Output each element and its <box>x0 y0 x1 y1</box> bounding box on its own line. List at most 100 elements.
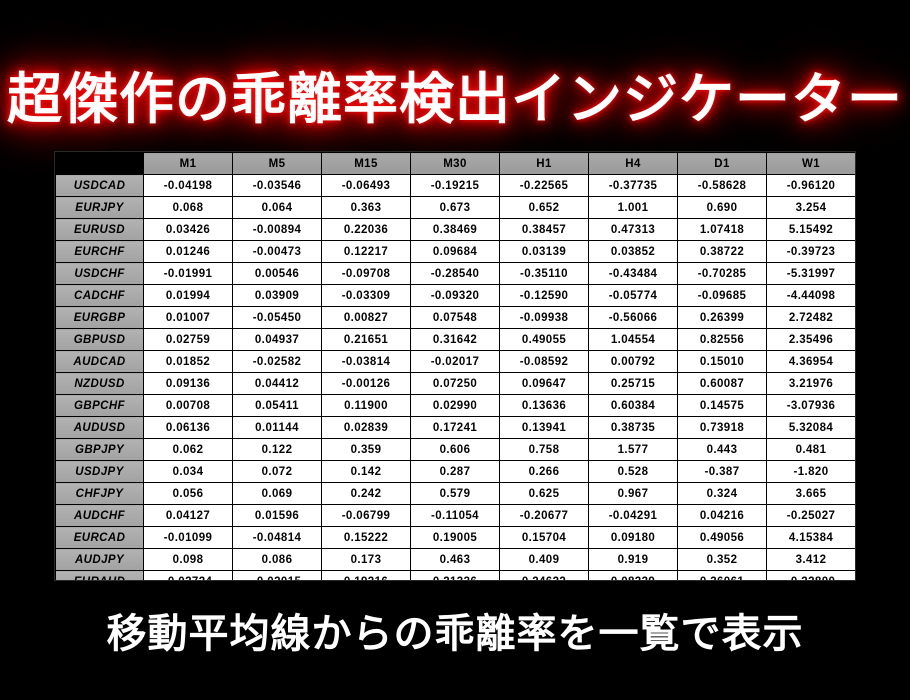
cell-value: 0.266 <box>499 460 589 483</box>
table-corner-cell <box>55 152 144 175</box>
row-header-eurusd[interactable]: EURUSD <box>55 218 144 241</box>
cell-value: 1.07418 <box>677 218 767 241</box>
cell-value: 0.069 <box>232 482 322 505</box>
cell-value: 0.463 <box>410 548 500 571</box>
cell-value: 0.17241 <box>410 416 500 439</box>
cell-value: 0.352 <box>677 548 767 571</box>
cell-value: 0.579 <box>410 482 500 505</box>
cell-value: -0.03546 <box>232 174 322 197</box>
row-header-eurjpy[interactable]: EURJPY <box>55 196 144 219</box>
cell-value: 0.03426 <box>143 218 233 241</box>
row-header-gbpjpy[interactable]: GBPJPY <box>55 438 144 461</box>
cell-value: 0.22036 <box>321 218 411 241</box>
table-row: AUDUSD 0.06136 0.01144 0.02839 0.17241 0.1394… <box>55 416 855 439</box>
table-row: USDCHF -0.01991 0.00546 -0.09708 -0.28540 -0.… <box>55 262 855 285</box>
row-header-eurcad[interactable]: EURCAD <box>55 526 144 549</box>
cell-value: 0.49055 <box>499 328 589 351</box>
cell-value: -0.09708 <box>321 262 411 285</box>
cell-value: -0.09938 <box>499 306 589 329</box>
cell-value: 0.38735 <box>588 416 678 439</box>
table-row: CHFJPY 0.056 0.069 0.242 0.579 0.625 0.967 0.32… <box>55 482 855 505</box>
cell-value: 0.60087 <box>677 372 767 395</box>
cell-value: -5.31997 <box>766 262 855 285</box>
cell-value: -0.35110 <box>499 262 589 285</box>
column-header-d1[interactable]: D1 <box>677 152 767 175</box>
cell-value: -4.44098 <box>766 284 855 307</box>
cell-value: 0.00827 <box>321 306 411 329</box>
row-header-cadchf[interactable]: CADCHF <box>55 284 144 307</box>
cell-value: 0.47313 <box>588 218 678 241</box>
cell-value: 0.673 <box>410 196 500 219</box>
cell-value: -0.22565 <box>499 174 589 197</box>
row-header-chfjpy[interactable]: CHFJPY <box>55 482 144 505</box>
cell-value: -0.20677 <box>499 504 589 527</box>
cell-value: 3.665 <box>766 482 855 505</box>
column-header-h4[interactable]: H4 <box>588 152 678 175</box>
cell-value: 0.409 <box>499 548 589 571</box>
row-header-usdchf[interactable]: USDCHF <box>55 262 144 285</box>
table-row: AUDCHF 0.04127 0.01596 -0.06799 -0.11054 -0.2… <box>55 504 855 527</box>
cell-value: 0.11900 <box>321 394 411 417</box>
cell-value: 0.01596 <box>232 504 322 527</box>
cell-value: -0.28540 <box>410 262 500 285</box>
table-row: USDJPY 0.034 0.072 0.142 0.287 0.266 0.528 -0.3… <box>55 460 855 483</box>
row-header-usdcad[interactable]: USDCAD <box>55 174 144 197</box>
title-banner: 超傑作の乖離率検出インジケーター <box>0 56 910 142</box>
cell-value: 0.00546 <box>232 262 322 285</box>
cell-value: 0.03852 <box>588 240 678 263</box>
cell-value: 0.25715 <box>588 372 678 395</box>
cell-value: 0.00792 <box>588 350 678 373</box>
table-row: GBPUSD 0.02759 0.04937 0.21651 0.31642 0.4905… <box>55 328 855 351</box>
cell-value: 0.24622 <box>499 570 589 580</box>
column-header-h1[interactable]: H1 <box>499 152 589 175</box>
cell-value: -0.00894 <box>232 218 322 241</box>
cell-value: 0.363 <box>321 196 411 219</box>
row-header-audjpy[interactable]: AUDJPY <box>55 548 144 571</box>
cell-value: -1.820 <box>766 460 855 483</box>
row-header-nzdusd[interactable]: NZDUSD <box>55 372 144 395</box>
column-header-m30[interactable]: M30 <box>410 152 500 175</box>
cell-value: 1.001 <box>588 196 678 219</box>
cell-value: 0.04127 <box>143 504 233 527</box>
cell-value: 5.32084 <box>766 416 855 439</box>
cell-value: 0.034 <box>143 460 233 483</box>
table-row: EURJPY 0.068 0.064 0.363 0.673 0.652 1.001 0.69… <box>55 196 855 219</box>
row-header-gbpchf[interactable]: GBPCHF <box>55 394 144 417</box>
cell-value: 0.064 <box>232 196 322 219</box>
column-header-m15[interactable]: M15 <box>321 152 411 175</box>
cell-value: 5.15492 <box>766 218 855 241</box>
table-row: EURUSD 0.03426 -0.00894 0.22036 0.38469 0.384… <box>55 218 855 241</box>
cell-value: -3.07936 <box>766 394 855 417</box>
cell-value: 0.13636 <box>499 394 589 417</box>
row-header-gbpusd[interactable]: GBPUSD <box>55 328 144 351</box>
cell-value: -0.12590 <box>499 284 589 307</box>
column-header-m5[interactable]: M5 <box>232 152 322 175</box>
cell-value: 0.062 <box>143 438 233 461</box>
row-header-eurgbp[interactable]: EURGBP <box>55 306 144 329</box>
column-header-m1[interactable]: M1 <box>143 152 233 175</box>
row-header-euraud[interactable]: EURAUD <box>55 570 144 580</box>
row-header-eurchf[interactable]: EURCHF <box>55 240 144 263</box>
cell-value: 0.12217 <box>321 240 411 263</box>
cell-value: -0.02015 <box>232 570 322 580</box>
cell-value: -0.05774 <box>588 284 678 307</box>
table-body: USDCAD -0.04198 -0.03546 -0.06493 -0.19215 -0… <box>55 174 855 580</box>
table-row: AUDJPY 0.098 0.086 0.173 0.463 0.409 0.919 0.35… <box>55 548 855 571</box>
cell-value: 0.73918 <box>677 416 767 439</box>
row-header-audchf[interactable]: AUDCHF <box>55 504 144 527</box>
cell-value: 0.01007 <box>143 306 233 329</box>
cell-value: 0.02990 <box>410 394 500 417</box>
column-header-w1[interactable]: W1 <box>766 152 855 175</box>
row-header-audcad[interactable]: AUDCAD <box>55 350 144 373</box>
row-header-usdjpy[interactable]: USDJPY <box>55 460 144 483</box>
cell-value: 0.03139 <box>499 240 589 263</box>
cell-value: -0.22800 <box>766 570 855 580</box>
cell-value: 0.324 <box>677 482 767 505</box>
cell-value: -0.00473 <box>232 240 322 263</box>
cell-value: 0.15222 <box>321 526 411 549</box>
row-header-audusd[interactable]: AUDUSD <box>55 416 144 439</box>
table-row: GBPCHF 0.00708 0.05411 0.11900 0.02990 0.1363… <box>55 394 855 417</box>
cell-value: 0.967 <box>588 482 678 505</box>
cell-value: 0.82556 <box>677 328 767 351</box>
cell-value: -0.19215 <box>410 174 500 197</box>
